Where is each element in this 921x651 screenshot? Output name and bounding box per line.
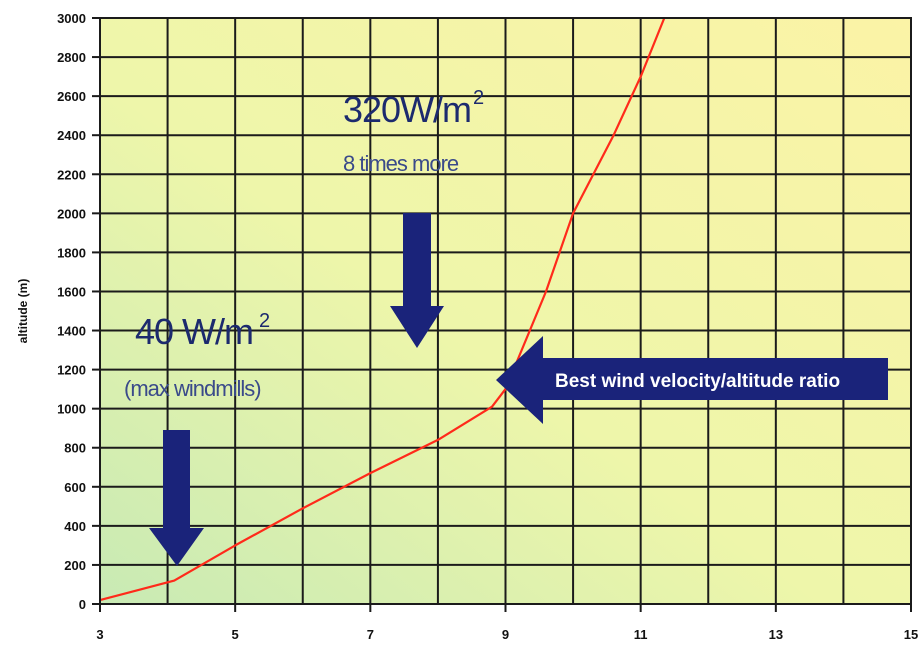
y-tick-label: 3000 <box>57 11 86 26</box>
y-tick-label: 2600 <box>57 89 86 104</box>
series-line <box>99 17 666 602</box>
annotation-high-value: 320W/m <box>343 89 471 130</box>
x-tick-label: 13 <box>769 627 783 642</box>
axes: 0 200 400 600 800 1000 1200 1400 1600 1800 2000 220… <box>57 11 918 642</box>
x-tick-label: 7 <box>367 627 374 642</box>
y-tick-label: 2400 <box>57 128 86 143</box>
annotation-low-value: 40 W/m <box>135 311 253 352</box>
y-tick-label: 600 <box>64 480 86 495</box>
y-axis-label: altitude (m) <box>16 279 30 344</box>
banner-text: Best wind velocity/altitude ratio <box>555 371 840 392</box>
y-tick-label: 2000 <box>57 206 86 221</box>
banner-arrow-left-icon <box>496 336 888 424</box>
x-tick-label: 11 <box>634 627 648 642</box>
annotation-low-superscript: 2 <box>259 310 270 332</box>
y-tick-label: 1200 <box>57 363 86 378</box>
annotation-high-note: 8 times more <box>343 151 459 176</box>
x-tick-label: 9 <box>502 627 509 642</box>
arrow-down-icon <box>149 430 204 566</box>
y-tick-label: 0 <box>79 597 86 612</box>
y-tick-label: 800 <box>64 441 86 456</box>
y-tick-label: 1000 <box>57 402 86 417</box>
annotation-high-superscript: 2 <box>473 87 484 109</box>
series-lines <box>99 17 666 602</box>
x-tick-label: 3 <box>96 627 103 642</box>
y-tick-label: 1400 <box>57 324 86 339</box>
y-tick-label: 2200 <box>57 167 86 182</box>
y-tick-label: 200 <box>64 558 86 573</box>
y-tick-label: 400 <box>64 519 86 534</box>
y-tick-label: 2800 <box>57 50 86 65</box>
plot-frame <box>99 17 912 605</box>
x-tick-label: 15 <box>904 627 918 642</box>
x-tick-label: 5 <box>232 627 239 642</box>
y-tick-label: 1800 <box>57 245 86 260</box>
annotation-low-note: (max windmills) <box>124 376 261 401</box>
y-tick-label: 1600 <box>57 284 86 299</box>
arrow-down-icon <box>390 213 444 348</box>
